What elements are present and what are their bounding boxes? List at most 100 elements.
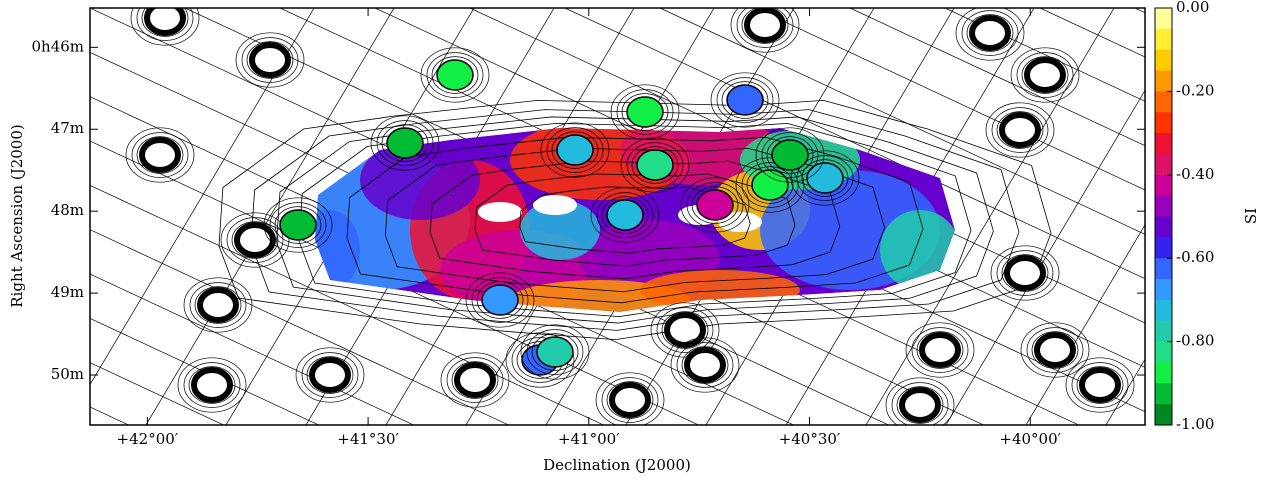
source-contour <box>716 77 774 123</box>
colorbar-step <box>1155 91 1172 113</box>
source <box>771 139 809 171</box>
source <box>636 149 674 181</box>
coord-grid <box>659 8 1145 235</box>
source-contour <box>177 357 247 413</box>
source-contour <box>183 362 241 408</box>
source <box>481 284 519 316</box>
source-contour <box>905 322 975 378</box>
source-contour <box>961 10 1019 56</box>
source-contour <box>955 8 1025 61</box>
source-contour <box>741 8 789 44</box>
coord-grid <box>90 362 225 425</box>
source-contour <box>136 136 184 174</box>
source-contour <box>755 127 825 183</box>
source-contour <box>721 81 769 119</box>
source-contour <box>446 357 504 403</box>
source <box>309 357 351 393</box>
y-tick-label: 48m <box>51 201 84 219</box>
source <box>234 222 276 258</box>
source-contour <box>1016 52 1074 98</box>
colorbar-step <box>1155 195 1172 217</box>
source-contour <box>670 337 740 393</box>
colorbar-step <box>1155 153 1172 176</box>
colorbar-step <box>1155 237 1172 259</box>
source-contour <box>526 329 584 375</box>
source-contour <box>546 127 604 173</box>
source-contour <box>1076 366 1124 404</box>
source-contour <box>730 8 800 53</box>
source <box>606 199 644 231</box>
colorbar-frame <box>1154 7 1173 426</box>
y-tick-label: 0h46m <box>31 37 84 55</box>
source <box>726 84 764 116</box>
coord-grid <box>865 8 1115 425</box>
colorbar-tick-label: -0.40 <box>1176 165 1214 183</box>
si-blob <box>360 140 480 220</box>
source-contour <box>141 8 189 37</box>
source <box>609 382 651 418</box>
source <box>696 189 734 221</box>
source <box>684 347 726 383</box>
coord-grid <box>945 89 1145 425</box>
source-contour <box>990 245 1060 301</box>
coord-grid <box>754 8 1145 191</box>
source-contour <box>590 187 660 243</box>
source-contour <box>274 206 322 244</box>
source <box>1024 57 1066 93</box>
source-contour <box>226 217 284 263</box>
source <box>744 8 786 43</box>
coord-grid <box>90 184 605 425</box>
source <box>556 134 594 166</box>
colorbar-step <box>1155 174 1172 197</box>
source-contour <box>125 127 195 183</box>
blank-hole <box>718 212 762 232</box>
source-contour <box>376 120 434 166</box>
source <box>1004 255 1046 291</box>
source-contour <box>1010 47 1080 103</box>
source-contour <box>761 132 819 178</box>
source <box>197 287 239 323</box>
source-contour <box>620 137 690 193</box>
source-contour <box>601 196 649 234</box>
source-contour <box>471 277 529 323</box>
source <box>919 332 961 368</box>
source-contour <box>381 124 429 162</box>
source <box>279 209 317 241</box>
colorbar-step <box>1155 28 1172 51</box>
si-blob <box>640 270 800 310</box>
map-image <box>90 0 1270 435</box>
source-contour <box>1065 357 1135 413</box>
source-contour <box>301 352 359 398</box>
source-contour <box>681 346 729 384</box>
source-contour <box>465 272 535 328</box>
coord-grid <box>944 8 1145 102</box>
colorbar-step <box>1155 70 1172 92</box>
source-contour <box>431 56 479 94</box>
source-contour <box>440 352 510 408</box>
source-contour <box>595 372 665 425</box>
source <box>139 137 181 173</box>
source <box>969 15 1011 51</box>
source-contour <box>241 37 299 83</box>
source <box>999 112 1041 148</box>
source-contour <box>606 381 654 419</box>
x-tick-label: +41°30′ <box>337 430 399 448</box>
source <box>454 362 496 398</box>
source-contour <box>885 377 955 425</box>
source-contour <box>1020 322 1090 378</box>
source-contour <box>1026 327 1084 373</box>
source-contour <box>420 47 490 103</box>
source-contour <box>796 155 854 201</box>
source-contour <box>235 32 305 88</box>
coord-grid <box>1260 0 1270 435</box>
source-contour <box>246 41 294 79</box>
source-contour <box>991 107 1049 153</box>
source-contour <box>131 132 189 178</box>
source <box>249 42 291 78</box>
colorbar-tick-label: 0.00 <box>1176 0 1209 16</box>
contour <box>429 160 841 280</box>
y-tick-label: 47m <box>51 119 84 137</box>
y-tick-label: 49m <box>51 283 84 301</box>
colorbar-tick-label: -0.60 <box>1176 248 1214 266</box>
source-contour <box>676 342 734 388</box>
